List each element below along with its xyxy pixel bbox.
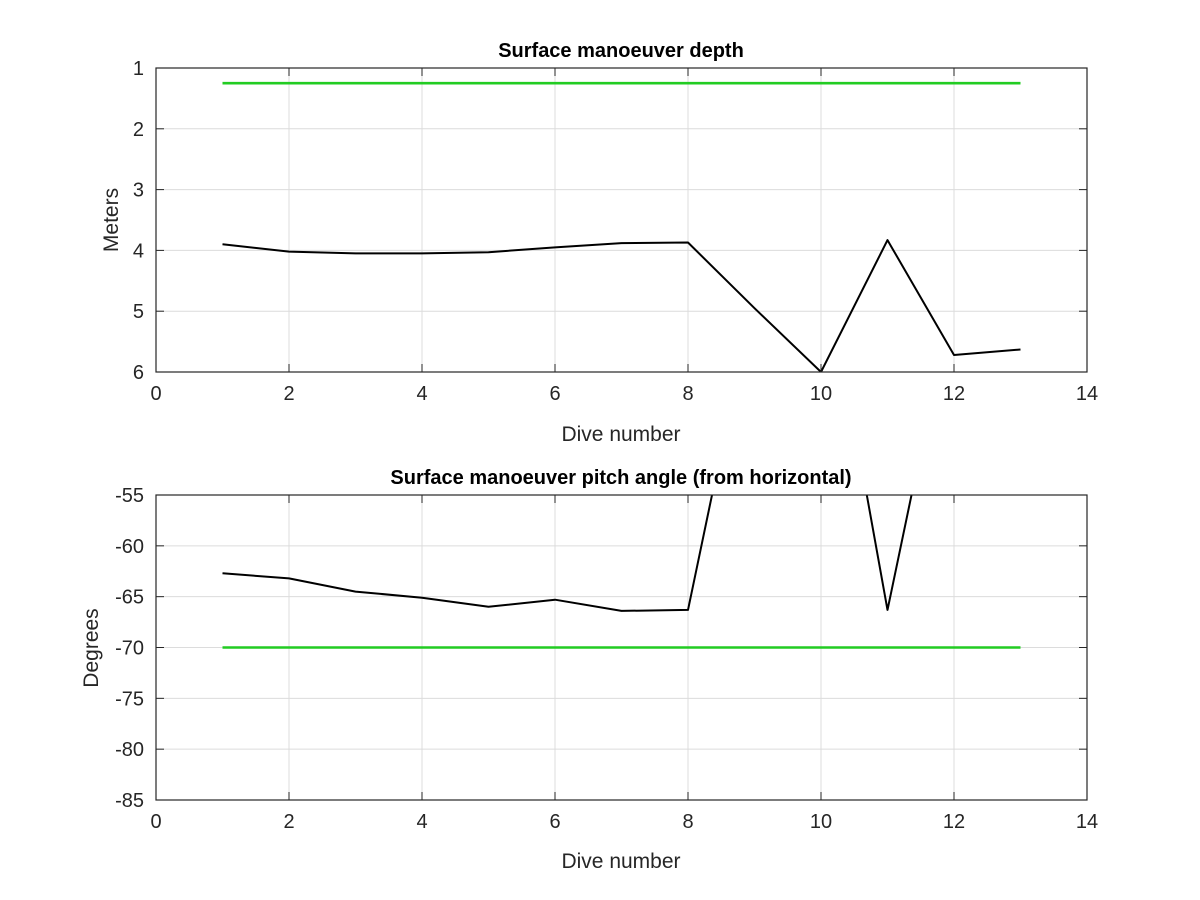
x-tick-label: 6 (549, 811, 560, 833)
x-tick-label: 4 (416, 811, 427, 833)
x-tick-label: 12 (943, 383, 965, 405)
y-tick-label: 5 (133, 301, 144, 323)
y-axis-label: Meters (100, 188, 123, 252)
x-tick-label: 8 (682, 383, 693, 405)
series-lines (222, 81, 1021, 372)
series-line-1 (222, 495, 913, 612)
x-axis-label: Dive number (561, 850, 680, 873)
y-tick-label: -85 (115, 790, 144, 812)
series-lines (222, 495, 1021, 649)
y-tick-label: 4 (133, 240, 144, 262)
series-line-1 (222, 239, 1021, 372)
y-tick-label: 1 (133, 58, 144, 80)
y-tick-label: -60 (115, 536, 144, 558)
y-axis-label: Degrees (80, 608, 103, 687)
y-tick-label: -80 (115, 739, 144, 761)
x-tick-label: 10 (810, 383, 832, 405)
tick-labels: 0 2 4 6 8 10 12 14 -55 -60 -65 -70 -75 -80 -85 (115, 485, 1098, 833)
x-tick-label: 8 (682, 811, 693, 833)
axes-frame (155, 67, 1088, 373)
y-tick-label: 6 (133, 362, 144, 384)
x-axis-label: Dive number (561, 423, 680, 446)
y-tick-label: 2 (133, 119, 144, 141)
pitch-plot: 0 2 4 6 8 10 12 14 -55 -60 -65 -70 -75 -80 -85 Surface… (80, 467, 1098, 873)
x-tick-label: 6 (549, 383, 560, 405)
x-tick-label: 4 (416, 383, 427, 405)
y-tick-label: 3 (133, 180, 144, 202)
y-tick-label: -75 (115, 688, 144, 710)
chart-title: Surface manoeuver pitch angle (from hori… (390, 467, 851, 489)
x-tick-label: 12 (943, 811, 965, 833)
x-tick-label: 10 (810, 811, 832, 833)
x-tick-label: 14 (1076, 811, 1098, 833)
y-tick-label: -65 (115, 587, 144, 609)
x-tick-label: 0 (150, 383, 161, 405)
x-tick-label: 14 (1076, 383, 1098, 405)
plot-area (156, 68, 1087, 372)
x-tick-label: 0 (150, 811, 161, 833)
x-tick-label: 2 (283, 811, 294, 833)
y-tick-label: -70 (115, 638, 144, 660)
y-tick-label: -55 (115, 485, 144, 507)
chart-title: Surface manoeuver depth (498, 40, 744, 62)
x-tick-label: 2 (283, 383, 294, 405)
